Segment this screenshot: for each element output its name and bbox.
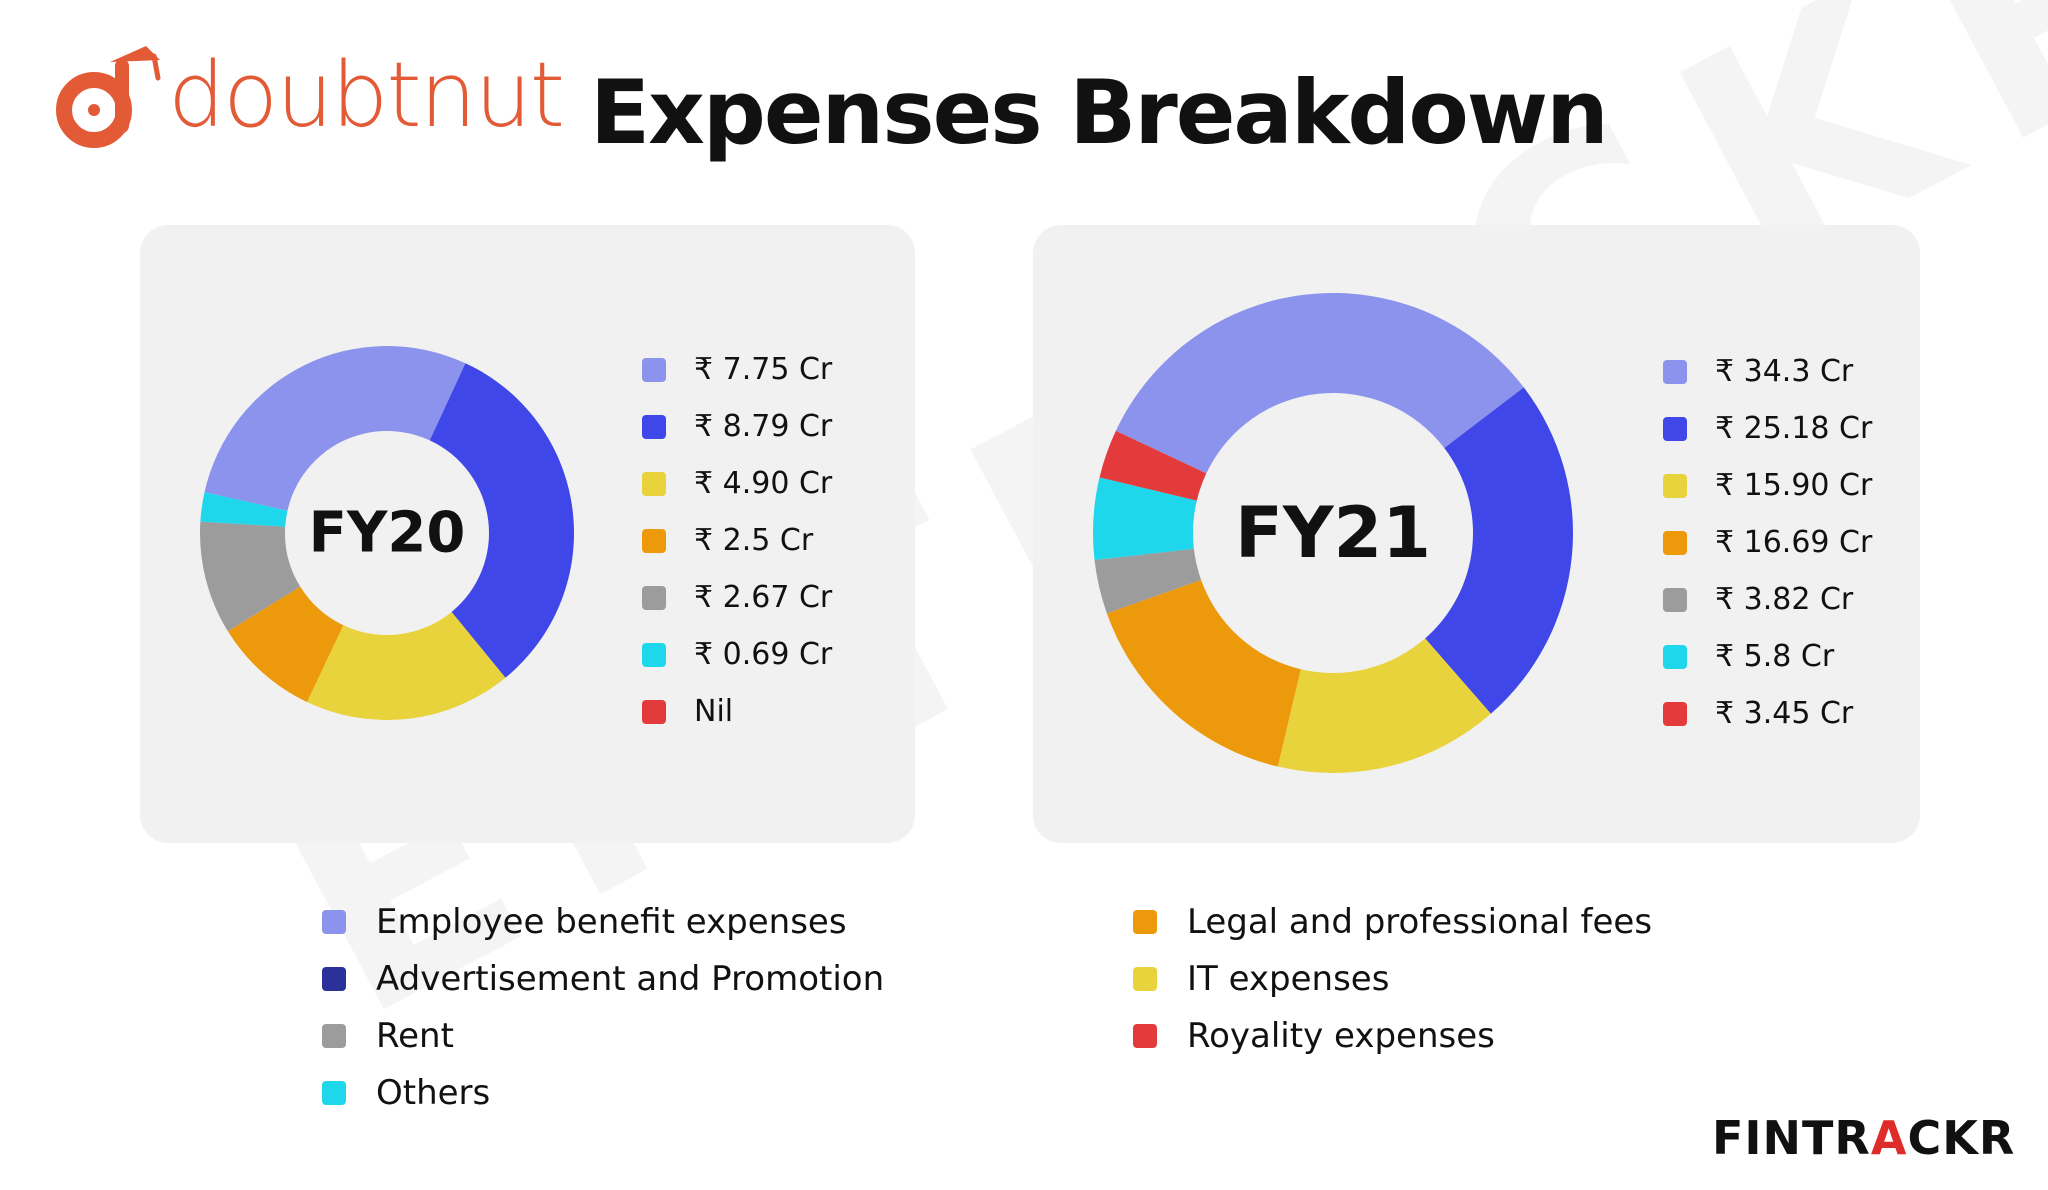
fy21-value-legend: ₹ 34.3 Cr ₹ 25.18 Cr ₹ 15.90 Cr ₹ 16.69 Cr ₹… bbox=[1663, 352, 1903, 732]
value-legend-label: ₹ 3.45 Cr bbox=[1715, 696, 1854, 731]
legend-swatch bbox=[1133, 967, 1157, 991]
value-legend-label: Nil bbox=[694, 694, 734, 729]
value-legend-label: ₹ 7.75 Cr bbox=[694, 352, 833, 387]
value-legend-label: ₹ 3.82 Cr bbox=[1715, 582, 1854, 617]
doubtnut-logo-icon bbox=[56, 46, 161, 148]
legend-label: IT expenses bbox=[1187, 959, 1390, 999]
donut-slice-advertisement-and-promotion bbox=[1425, 387, 1573, 714]
value-legend-swatch bbox=[1663, 588, 1687, 612]
legend-swatch bbox=[322, 1081, 346, 1105]
donut-slice-it-expenses bbox=[1277, 638, 1491, 773]
donut-slice-others bbox=[200, 492, 288, 527]
donut-slice-legal-and-professional-fees bbox=[1106, 579, 1301, 767]
legend-label: Advertisement and Promotion bbox=[376, 959, 885, 999]
legend-swatch bbox=[322, 967, 346, 991]
donut-slice-royality-expenses bbox=[1099, 430, 1207, 501]
fy21-donut-chart: FY21 bbox=[1093, 292, 1573, 773]
donut-slice-advertisement-and-promotion bbox=[429, 363, 575, 678]
value-legend-label: ₹ 2.67 Cr bbox=[694, 580, 833, 615]
value-legend-label: ₹ 2.5 Cr bbox=[694, 523, 814, 558]
value-legend-label: ₹ 4.90 Cr bbox=[694, 466, 833, 501]
value-legend-swatch bbox=[642, 700, 666, 724]
donut-slice-employee-benefit-expenses bbox=[204, 346, 466, 511]
donut-slice-legal-and-professional-fees bbox=[227, 586, 344, 703]
value-legend-swatch bbox=[1663, 702, 1687, 726]
value-legend-swatch bbox=[642, 643, 666, 667]
legend-label: Employee benefit expenses bbox=[376, 902, 847, 942]
fy20-donut-chart: FY20 bbox=[200, 346, 575, 720]
value-legend-label: ₹ 0.69 Cr bbox=[694, 637, 833, 672]
value-legend-label: ₹ 25.18 Cr bbox=[1715, 411, 1873, 446]
value-legend-swatch bbox=[1663, 474, 1687, 498]
value-legend-swatch bbox=[642, 586, 666, 610]
donut-slice-rent bbox=[200, 521, 301, 632]
fy20-value-legend: ₹ 7.75 Cr ₹ 8.79 Cr ₹ 4.90 Cr ₹ 2.5 Cr ₹ 2.6… bbox=[642, 350, 902, 730]
value-legend-swatch bbox=[642, 529, 666, 553]
value-legend-label: ₹ 16.69 Cr bbox=[1715, 525, 1873, 560]
value-legend-label: ₹ 5.8 Cr bbox=[1715, 639, 1835, 674]
legend-swatch bbox=[322, 910, 346, 934]
donut-center-label: FY20 bbox=[309, 501, 466, 566]
value-legend-swatch bbox=[642, 472, 666, 496]
logo-text: doubtnut bbox=[168, 43, 565, 148]
value-legend-swatch bbox=[1663, 360, 1687, 384]
value-legend-label: ₹ 8.79 Cr bbox=[694, 409, 833, 444]
value-legend-label: ₹ 34.3 Cr bbox=[1715, 354, 1854, 389]
value-legend-swatch bbox=[642, 358, 666, 382]
legend-swatch bbox=[322, 1024, 346, 1048]
legend-label: Rent bbox=[376, 1016, 454, 1056]
donut-slice-rent bbox=[1094, 548, 1202, 614]
donut-slice-others bbox=[1093, 477, 1197, 561]
value-legend-swatch bbox=[1663, 417, 1687, 441]
donut-slice-it-expenses bbox=[307, 611, 506, 720]
donut-slice-employee-benefit-expenses bbox=[1115, 292, 1524, 474]
value-legend-swatch bbox=[642, 415, 666, 439]
legend-swatch bbox=[1133, 1024, 1157, 1048]
legend-label: Royality expenses bbox=[1187, 1016, 1495, 1056]
value-legend-swatch bbox=[1663, 645, 1687, 669]
legend-label: Others bbox=[376, 1073, 491, 1113]
donut-center-label: FY21 bbox=[1235, 492, 1431, 574]
page-title: Expenses Breakdown bbox=[590, 61, 1609, 164]
fintrackr-brand: FINTRACKR bbox=[1712, 1111, 2016, 1165]
doubtnut-logo: doubtnut bbox=[50, 36, 565, 156]
legend-swatch bbox=[1133, 910, 1157, 934]
value-legend-label: ₹ 15.90 Cr bbox=[1715, 468, 1873, 503]
value-legend-swatch bbox=[1663, 531, 1687, 555]
legend-label: Legal and professional fees bbox=[1187, 902, 1653, 942]
